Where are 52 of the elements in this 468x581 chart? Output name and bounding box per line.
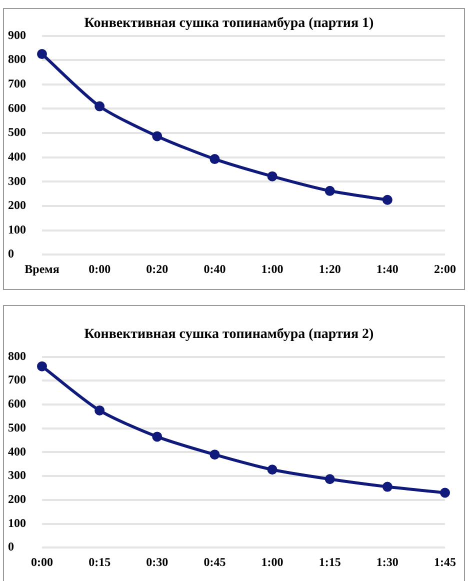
x-tick-label: 1:15 xyxy=(318,554,341,569)
point xyxy=(152,432,162,442)
y-tick-label: 700 xyxy=(8,372,26,387)
x-tick-label: 1:45 xyxy=(434,554,456,569)
x-tick-label: 1:00 xyxy=(261,262,284,276)
y-tick-label: 700 xyxy=(8,76,26,91)
x-tick-label: 1:20 xyxy=(318,262,341,276)
chart-title: Конвективная сушка топинамбура (партия 2) xyxy=(84,327,374,342)
x-tick-label: 0:30 xyxy=(146,554,168,569)
y-tick-label: 800 xyxy=(8,52,26,66)
y-tick-label: 500 xyxy=(8,420,26,434)
point xyxy=(440,488,450,498)
y-tick-label: 100 xyxy=(8,222,26,236)
y-tick-label: 600 xyxy=(8,396,26,411)
chart-title: Конвективная сушка топинамбура (партия 1) xyxy=(84,16,374,32)
y-tick-label: 0 xyxy=(8,246,14,261)
y-tick-label: 500 xyxy=(8,125,26,140)
point xyxy=(210,154,220,164)
y-tick-label: 900 xyxy=(8,28,26,42)
x-tick-label: 0:40 xyxy=(204,262,226,276)
x-tick-label: 1:40 xyxy=(376,262,398,276)
y-tick-label: 400 xyxy=(8,444,26,458)
point xyxy=(37,49,47,60)
point xyxy=(37,361,47,372)
point xyxy=(94,101,105,112)
y-tick-label: 200 xyxy=(8,492,26,506)
y-tick-label: 800 xyxy=(8,348,26,363)
y-tick-label: 600 xyxy=(8,100,26,115)
point xyxy=(324,474,335,484)
x-tick-label: 2:00 xyxy=(434,262,456,276)
y-tick-label: 100 xyxy=(8,516,26,530)
x-tick-label: 1:30 xyxy=(376,554,398,569)
point xyxy=(267,171,278,182)
y-tick-label: 200 xyxy=(8,198,26,212)
point xyxy=(152,131,162,142)
x-tick-label: Время xyxy=(24,262,60,276)
y-tick-label: 400 xyxy=(8,149,26,164)
point xyxy=(324,186,335,196)
x-tick-label: 0:00 xyxy=(88,262,111,276)
y-tick-label: 300 xyxy=(8,468,26,482)
point xyxy=(267,464,278,475)
point xyxy=(382,482,392,492)
y-tick-label: 300 xyxy=(8,174,26,188)
x-tick-label: 0:15 xyxy=(88,554,111,569)
x-tick-label: 0:20 xyxy=(146,262,168,276)
x-tick-label: 0:00 xyxy=(31,554,53,569)
y-tick-label: 0 xyxy=(8,540,14,554)
point xyxy=(210,450,220,460)
point xyxy=(382,194,392,205)
point xyxy=(94,405,105,416)
x-tick-label: 0:45 xyxy=(204,554,226,569)
x-tick-label: 1:00 xyxy=(261,554,284,569)
